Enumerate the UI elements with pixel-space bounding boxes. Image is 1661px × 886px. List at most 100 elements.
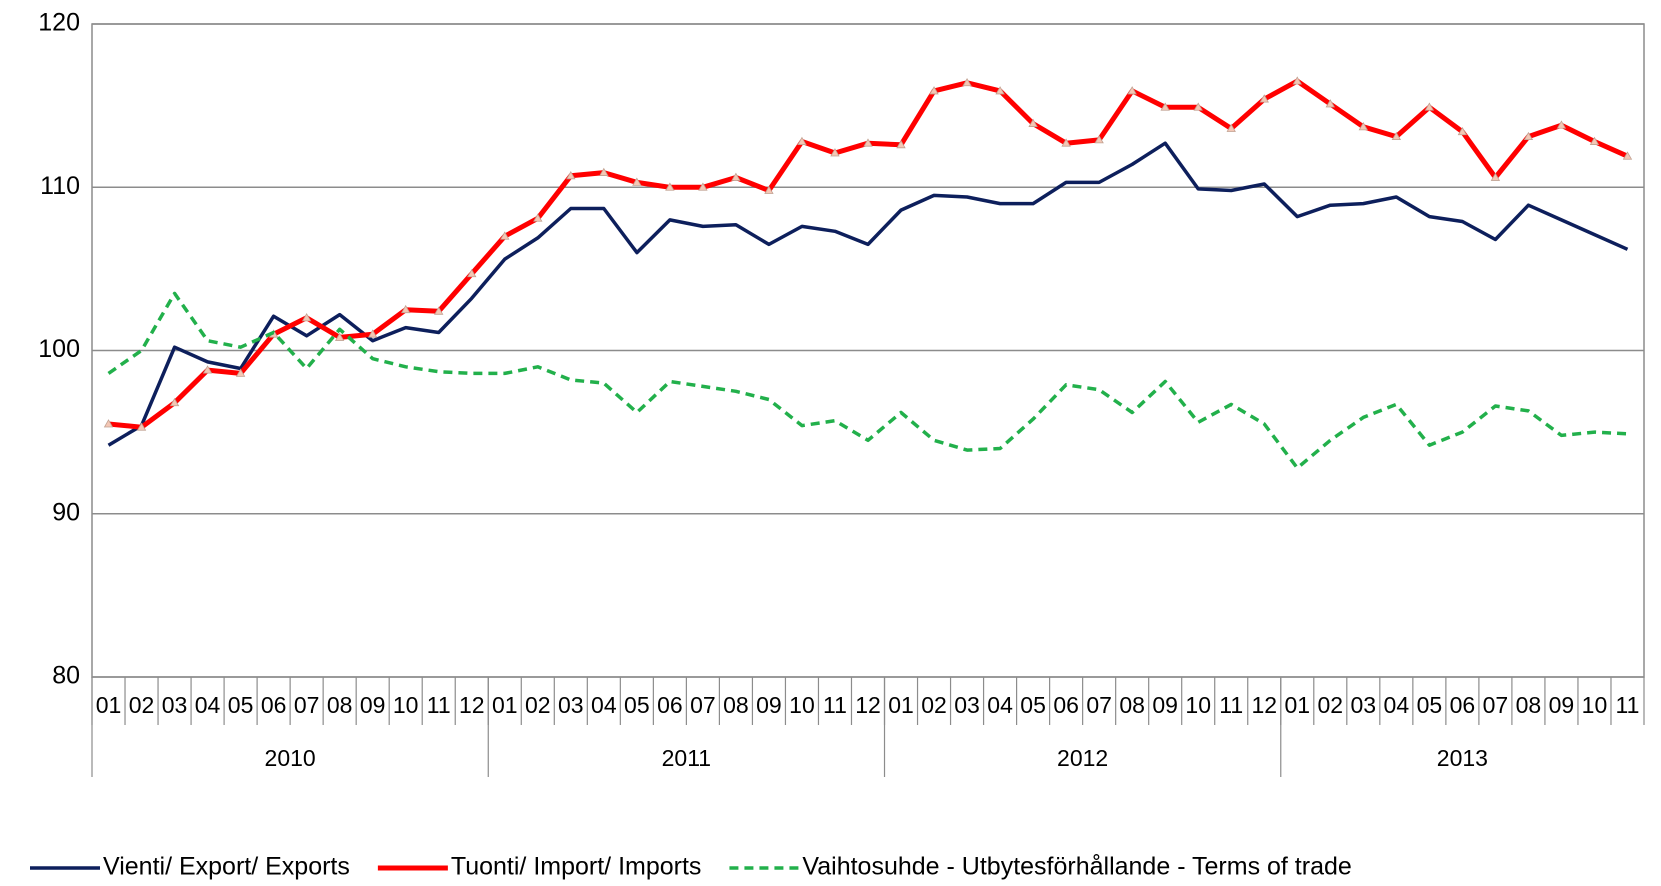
y-tick-label: 90 xyxy=(52,498,80,526)
x-tick-label: 06 xyxy=(1450,692,1476,718)
data-marker xyxy=(830,148,840,157)
data-marker xyxy=(896,139,906,149)
data-marker xyxy=(797,136,807,145)
data-marker xyxy=(863,138,873,147)
data-marker xyxy=(929,86,939,95)
y-tick-label: 120 xyxy=(38,9,80,37)
data-marker xyxy=(533,213,543,222)
x-tick-label: 05 xyxy=(228,692,254,718)
data-marker xyxy=(169,397,180,407)
data-marker xyxy=(1193,102,1203,111)
x-tick-label: 11 xyxy=(823,692,847,718)
x-tick-label: 03 xyxy=(162,692,188,718)
data-marker xyxy=(1589,136,1600,145)
x-tick-label: 07 xyxy=(294,692,320,718)
x-tick-label: 02 xyxy=(129,692,155,718)
data-marker xyxy=(434,306,444,315)
series-line xyxy=(107,141,1629,447)
data-marker xyxy=(202,365,213,374)
data-marker xyxy=(632,177,642,186)
data-marker xyxy=(665,182,675,191)
x-tick-label: 02 xyxy=(1318,692,1344,718)
x-group-label: 2010 xyxy=(265,745,316,771)
data-marker xyxy=(1424,102,1435,111)
data-marker xyxy=(1358,122,1369,131)
x-tick-label: 09 xyxy=(360,692,386,718)
data-marker xyxy=(599,167,609,176)
x-tick-label: 03 xyxy=(954,692,980,718)
data-marker xyxy=(1160,102,1170,111)
data-marker xyxy=(995,86,1005,95)
y-tick-label: 110 xyxy=(40,172,80,200)
series-line xyxy=(108,78,1629,430)
data-marker xyxy=(962,77,972,87)
data-marker xyxy=(1259,94,1269,103)
x-tick-label: 10 xyxy=(1185,692,1211,718)
x-tick-label: 07 xyxy=(690,692,716,718)
x-tick-label: 12 xyxy=(459,692,485,718)
x-tick-label: 02 xyxy=(525,692,551,718)
x-group-label: 2012 xyxy=(1057,745,1108,771)
data-marker xyxy=(566,171,576,180)
data-marker xyxy=(1325,99,1335,108)
data-marker xyxy=(467,268,477,278)
data-marker xyxy=(500,231,510,240)
data-marker xyxy=(1127,86,1137,95)
data-marker xyxy=(1028,118,1038,127)
data-marker xyxy=(367,329,378,338)
data-marker xyxy=(1292,76,1302,85)
data-marker xyxy=(1622,151,1633,160)
x-tick-label: 02 xyxy=(921,692,947,718)
x-tick-label: 09 xyxy=(756,692,782,718)
x-tick-label: 12 xyxy=(855,692,881,718)
data-marker xyxy=(103,419,114,428)
data-marker xyxy=(731,172,741,181)
x-tick-label: 08 xyxy=(723,692,749,718)
x-tick-label: 06 xyxy=(1053,692,1079,718)
x-tick-label: 09 xyxy=(1152,692,1178,718)
x-tick-label: 04 xyxy=(195,692,221,718)
x-tick-label: 10 xyxy=(1582,692,1608,718)
x-tick-label: 04 xyxy=(1384,692,1410,718)
legend-label: Vaihtosuhde - Utbytesförhållande - Terms… xyxy=(802,853,1351,881)
x-tick-label: 01 xyxy=(492,692,518,718)
x-tick-label: 11 xyxy=(1219,692,1243,718)
data-marker xyxy=(1226,123,1236,132)
data-marker xyxy=(1391,131,1402,141)
data-marker xyxy=(764,185,774,194)
legend-label: Tuonti/ Import/ Imports xyxy=(451,853,702,881)
data-marker xyxy=(1490,172,1501,181)
series-line xyxy=(107,291,1628,470)
data-marker xyxy=(136,422,147,431)
plot-frame xyxy=(91,23,1645,678)
x-tick-label: 12 xyxy=(1251,692,1277,718)
x-group-label: 2013 xyxy=(1437,745,1488,771)
x-tick-label: 03 xyxy=(558,692,584,718)
x-tick-label: 04 xyxy=(987,692,1013,718)
x-tick-label: 10 xyxy=(789,692,815,718)
legend-label: Vienti/ Export/ Exports xyxy=(103,853,350,881)
data-marker xyxy=(698,182,708,191)
y-tick-label: 100 xyxy=(38,335,80,363)
y-tick-label: 80 xyxy=(52,662,80,690)
data-marker xyxy=(1457,126,1468,136)
x-tick-label: 07 xyxy=(1483,692,1509,718)
x-tick-label: 08 xyxy=(1119,692,1145,718)
x-tick-label: 05 xyxy=(1417,692,1443,718)
data-marker xyxy=(1556,120,1567,129)
x-tick-label: 01 xyxy=(888,692,914,718)
x-tick-label: 03 xyxy=(1351,692,1377,718)
data-marker xyxy=(1523,131,1534,141)
x-tick-label: 11 xyxy=(1616,692,1640,718)
x-tick-label: 05 xyxy=(624,692,650,718)
x-tick-label: 08 xyxy=(1516,692,1542,718)
x-tick-label: 11 xyxy=(427,692,451,718)
data-marker xyxy=(235,368,246,377)
x-tick-label: 06 xyxy=(657,692,683,718)
x-tick-label: 01 xyxy=(1284,692,1310,718)
x-group-label: 2011 xyxy=(662,745,711,771)
x-tick-label: 10 xyxy=(393,692,419,718)
x-tick-label: 08 xyxy=(327,692,353,718)
x-tick-label: 06 xyxy=(261,692,287,718)
